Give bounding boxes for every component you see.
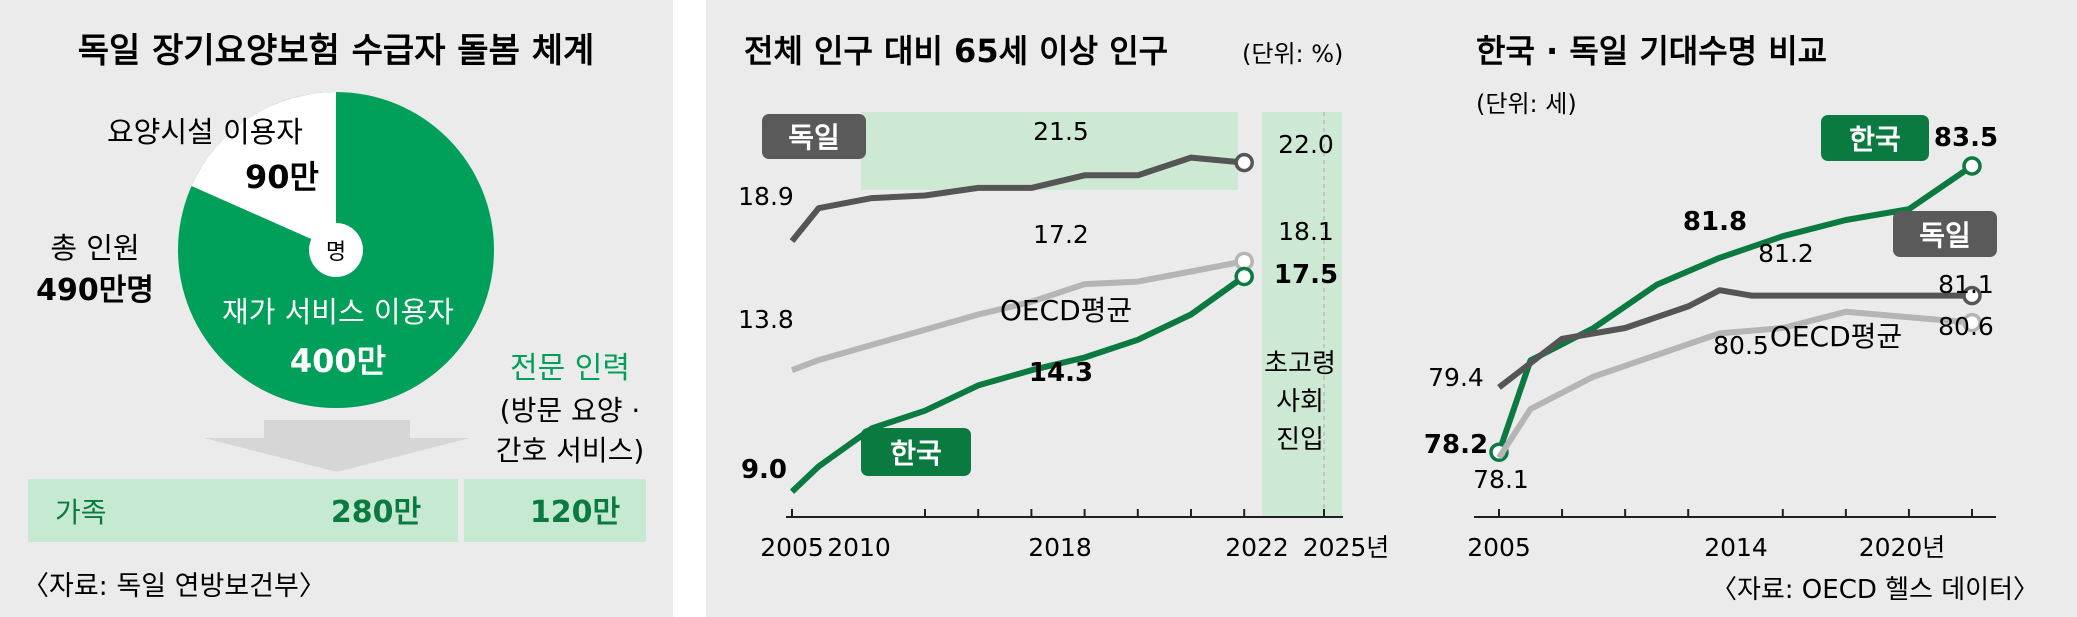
aging-germany-start: 18.9: [738, 182, 794, 211]
care-system-title: 독일 장기요양보험 수급자 돌봄 체계: [78, 31, 595, 71]
down-arrow: [204, 420, 470, 472]
life-series-0-end-marker: [1962, 156, 1982, 176]
aging-korea-mid: 14.3: [1029, 358, 1093, 388]
life-korea-tag-text: 한국: [1849, 123, 1901, 156]
pie-center-hole: [309, 223, 363, 277]
life-tick-2014: 2014: [1704, 533, 1768, 562]
life-tick-2020: 2020년: [1859, 533, 1946, 562]
life-series-1-line: [1497, 287, 1972, 390]
life-germany-mid: 81.2: [1758, 239, 1814, 268]
aging-chart-unit: (단위: %): [1242, 40, 1343, 68]
aging-chart: 전체 인구 대비 65세 이상 인구 (단위: %) 2005 2010 201…: [738, 32, 1389, 562]
aging-series-1-line: [790, 258, 1245, 374]
aging-chart-title: 전체 인구 대비 65세 이상 인구: [744, 32, 1168, 70]
life-chart-unit: (단위: 세): [1476, 90, 1577, 118]
life-expectancy-chart: 한국 · 독일 기대수명 비교 (단위: 세) 2005 2014 2020년 …: [1424, 32, 2039, 605]
aging-germany-mid: 21.5: [1033, 117, 1089, 146]
professional-sub1: (방문 요양 ·: [500, 394, 641, 427]
life-korea-start: 78.2: [1424, 430, 1488, 460]
aging-series-0-end-marker: [1234, 152, 1254, 173]
charts-panel: 전체 인구 대비 65세 이상 인구 (단위: %) 2005 2010 201…: [706, 0, 2077, 617]
life-oecd-name: OECD평균: [1770, 320, 1902, 353]
life-germany-tag-text: 독일: [1919, 219, 1971, 252]
life-tick-2005: 2005: [1467, 533, 1531, 562]
total-label: 총 인원: [50, 231, 139, 265]
charts-graphic: 전체 인구 대비 65세 이상 인구 (단위: %) 2005 2010 201…: [738, 32, 2039, 605]
aging-series-2-line: [789, 274, 1246, 494]
aging-tick-2005: 2005: [760, 533, 824, 562]
life-germany-start: 79.4: [1428, 363, 1484, 392]
aging-tick-2025: 2025년: [1303, 533, 1390, 562]
life-series-1-end-marker: [1962, 285, 1982, 306]
germany-highlight-band: [861, 112, 1238, 190]
life-oecd-mid: 80.5: [1713, 331, 1769, 360]
life-korea-end: 83.5: [1934, 123, 1998, 153]
facility-label: 요양시설 이용자: [107, 115, 303, 149]
life-series-2-line: [1496, 308, 1973, 460]
life-germany-end: 81.1: [1938, 270, 1994, 299]
home-care-label: 재가 서비스 이용자: [222, 295, 454, 329]
life-chart-title: 한국 · 독일 기대수명 비교: [1476, 32, 1827, 70]
pie-facility-slice: [191, 92, 336, 250]
aging-korea-tag-text: 한국: [890, 437, 942, 470]
source-left: 〈자료: 독일 연방보건부〉: [22, 571, 326, 602]
super-aged-label-1: 초고령: [1264, 349, 1336, 379]
aging-tick-2018: 2018: [1028, 533, 1092, 562]
professional-value: 120만: [530, 495, 621, 530]
care-system-panel: 독일 장기요양보험 수급자 돌봄 체계 명 요양시설 이용자 90만 총 인원 …: [0, 0, 673, 617]
aging-korea-tag: [861, 428, 971, 476]
life-germany-tag: [1893, 211, 1997, 257]
life-series-2-end-marker: [1962, 312, 1982, 333]
professional-sub2: 간호 서비스): [496, 434, 645, 467]
family-bar: [28, 479, 458, 542]
aging-oecd-mid: 17.2: [1033, 220, 1089, 249]
aging-korea-end: 17.5: [1274, 260, 1338, 290]
aging-korea-start: 9.0: [741, 455, 787, 485]
facility-value: 90만: [245, 158, 319, 196]
life-oecd-start: 78.1: [1473, 465, 1529, 494]
aging-germany-tag-text: 독일: [788, 121, 840, 154]
aging-tick-2010: 2010: [827, 533, 891, 562]
aging-tick-2022: 2022: [1225, 533, 1289, 562]
life-oecd-end: 80.6: [1938, 312, 1994, 341]
aging-series-0-line: [789, 154, 1245, 243]
aging-oecd-end: 18.1: [1278, 217, 1334, 246]
aging-germany-end: 22.0: [1278, 130, 1334, 159]
aging-oecd-name: OECD평균: [1000, 294, 1132, 327]
family-label: 가족: [55, 496, 107, 529]
care-system-graphic: 독일 장기요양보험 수급자 돌봄 체계 명 요양시설 이용자 90만 총 인원 …: [22, 31, 646, 602]
professional-label: 전문 인력: [510, 351, 630, 386]
family-value: 280만: [331, 495, 422, 530]
source-right: 〈자료: OECD 헬스 데이터〉: [1711, 575, 2039, 605]
pie-center-label: 명: [326, 240, 346, 265]
super-aged-label-3: 진입: [1276, 425, 1324, 455]
home-care-value: 400만: [290, 342, 386, 380]
super-aged-shade: [1262, 112, 1342, 517]
aging-germany-tag: [762, 114, 866, 159]
total-value: 490만명: [36, 273, 154, 308]
life-korea-tag: [1821, 115, 1929, 161]
professional-bar: [464, 479, 646, 542]
aging-oecd-start: 13.8: [738, 305, 794, 334]
super-aged-label-2: 사회: [1276, 387, 1324, 417]
aging-series-2-end-marker: [1234, 266, 1254, 287]
life-korea-mid: 81.8: [1683, 207, 1747, 237]
